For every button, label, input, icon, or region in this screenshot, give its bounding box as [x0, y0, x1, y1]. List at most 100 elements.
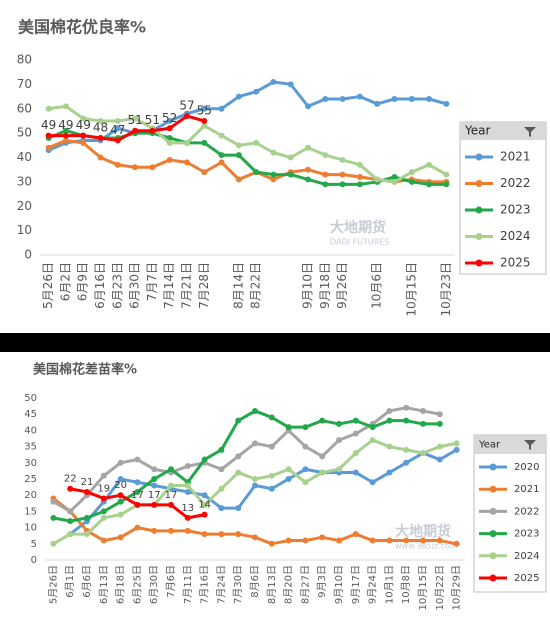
point — [235, 152, 242, 159]
data-label: 51 — [127, 113, 142, 127]
point — [218, 152, 225, 159]
point — [117, 511, 124, 518]
point — [50, 514, 57, 521]
data-label: 52 — [162, 111, 177, 125]
point — [374, 176, 381, 183]
point — [403, 537, 410, 544]
point — [322, 181, 329, 188]
point — [235, 505, 242, 512]
point — [319, 453, 326, 460]
point — [268, 472, 275, 479]
point — [268, 485, 275, 492]
x-tick-label: 9月3日 — [316, 565, 328, 598]
x-tick-label: 9月17日 — [350, 565, 362, 604]
x-tick-label: 10月1日 — [383, 565, 395, 604]
point — [391, 174, 398, 180]
legend-title: Year — [464, 124, 490, 138]
legend-marker — [489, 530, 497, 538]
point — [322, 96, 329, 102]
point — [62, 127, 69, 134]
point — [436, 537, 443, 544]
x-tick-label: 5月26日 — [41, 262, 55, 309]
legend-label: 2025 — [514, 573, 539, 584]
point — [183, 139, 190, 146]
point — [369, 537, 376, 544]
point — [80, 132, 87, 139]
point — [352, 531, 359, 538]
legend-label: 2023 — [500, 203, 531, 217]
point — [184, 527, 191, 534]
point — [252, 476, 258, 482]
data-label: 22 — [64, 474, 77, 485]
point — [114, 125, 121, 132]
point — [84, 488, 90, 495]
x-tick-label: 7月11日 — [182, 565, 194, 604]
x-tick-label: 9月26日 — [335, 262, 349, 309]
x-tick-label: 6月18日 — [115, 565, 127, 604]
point — [436, 411, 443, 418]
point — [235, 453, 242, 460]
point — [253, 88, 260, 95]
point — [369, 479, 376, 486]
point — [253, 139, 260, 146]
y-tick-label: 20 — [24, 490, 37, 501]
data-label: 55 — [197, 103, 212, 117]
x-tick-label: 9月18日 — [318, 262, 332, 309]
data-label: 17 — [131, 490, 144, 501]
x-tick-label: 10月8日 — [400, 565, 412, 604]
point — [270, 149, 277, 156]
point — [302, 479, 309, 486]
legend-marker — [489, 574, 497, 582]
legend-marker — [475, 206, 483, 214]
point — [453, 540, 460, 547]
y-tick-label: 50 — [24, 393, 37, 404]
x-tick-label: 10月29日 — [451, 565, 463, 610]
y-tick-label: 35 — [24, 442, 37, 453]
point — [436, 443, 443, 450]
x-tick-label: 6月13日 — [98, 565, 110, 604]
point — [45, 144, 52, 151]
point — [117, 498, 124, 505]
x-tick-label: 8月6日 — [249, 565, 261, 598]
point — [80, 115, 87, 122]
x-tick-label: 6月2日 — [58, 262, 72, 301]
point — [443, 100, 450, 107]
point — [252, 534, 258, 541]
legend-marker — [475, 153, 483, 161]
y-tick-label: 30 — [24, 458, 37, 469]
point — [132, 164, 139, 171]
y-tick-label: 50 — [17, 126, 32, 140]
x-tick-label: 6月16日 — [93, 262, 107, 309]
point — [322, 152, 329, 159]
x-tick-label: 10月22日 — [434, 565, 446, 610]
y-tick-label: 10 — [24, 523, 37, 534]
point — [149, 127, 156, 134]
point — [268, 414, 275, 421]
point — [386, 443, 393, 450]
point — [100, 514, 107, 521]
point — [117, 534, 124, 541]
point — [218, 159, 225, 166]
x-tick-label: 7月24日 — [215, 565, 227, 604]
chart-title: 美国棉花差苗率% — [33, 362, 137, 378]
point — [184, 488, 191, 495]
legend-filter-icon — [524, 127, 536, 137]
point — [319, 534, 326, 541]
point — [84, 514, 90, 521]
point — [420, 450, 426, 457]
point — [336, 437, 342, 444]
point — [339, 171, 346, 178]
point — [285, 424, 292, 431]
y-tick-label: 10 — [17, 223, 32, 237]
point — [235, 417, 242, 424]
point — [420, 407, 426, 414]
point — [134, 501, 141, 508]
x-tick-label: 8月20日 — [283, 565, 295, 604]
legend-label: 2025 — [500, 256, 531, 270]
point — [201, 105, 208, 112]
point — [184, 463, 191, 470]
legend-marker — [489, 485, 497, 493]
x-tick-label: 9月10日 — [301, 262, 315, 309]
x-tick-label: 9月24日 — [367, 565, 379, 604]
x-tick-label: 6月23日 — [110, 262, 124, 309]
